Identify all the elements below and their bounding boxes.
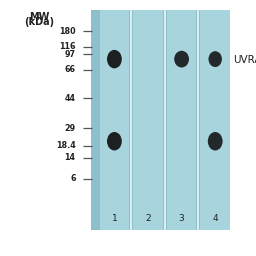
Text: 66: 66	[65, 65, 76, 74]
Ellipse shape	[107, 132, 122, 151]
Bar	[100, 10, 129, 230]
Text: (kDa): (kDa)	[25, 17, 55, 27]
Bar	[91, 10, 225, 230]
Text: 6: 6	[70, 174, 76, 183]
Text: 1: 1	[112, 214, 117, 223]
Text: 2: 2	[145, 214, 151, 223]
Text: MW: MW	[29, 12, 50, 22]
Text: 18.4: 18.4	[56, 141, 76, 150]
Bar	[133, 10, 163, 230]
Text: 180: 180	[59, 27, 76, 36]
Ellipse shape	[208, 51, 222, 67]
Text: 44: 44	[65, 94, 76, 103]
Ellipse shape	[174, 51, 189, 68]
Text: 14: 14	[65, 153, 76, 162]
Ellipse shape	[208, 132, 222, 151]
Bar	[200, 10, 230, 230]
Text: 29: 29	[65, 124, 76, 133]
Text: 4: 4	[212, 214, 218, 223]
Bar	[167, 10, 196, 230]
Ellipse shape	[107, 50, 122, 68]
Text: 97: 97	[65, 50, 76, 59]
Text: UVRAG: UVRAG	[233, 55, 256, 65]
Text: 3: 3	[179, 214, 185, 223]
Text: 116: 116	[59, 42, 76, 51]
